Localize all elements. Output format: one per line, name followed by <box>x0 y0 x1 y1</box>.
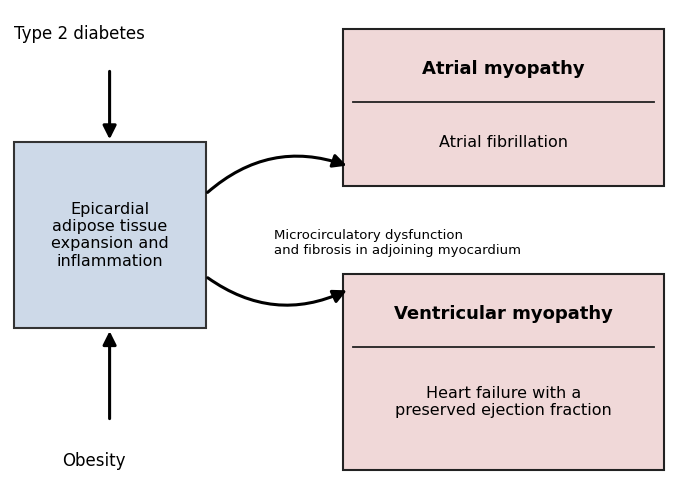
FancyBboxPatch shape <box>342 29 664 186</box>
FancyBboxPatch shape <box>342 274 664 470</box>
Text: Epicardial
adipose tissue
expansion and
inflammation: Epicardial adipose tissue expansion and … <box>51 201 169 269</box>
Text: Heart failure with a
preserved ejection fraction: Heart failure with a preserved ejection … <box>395 386 612 418</box>
Text: Microcirculatory dysfunction
and fibrosis in adjoining myocardium: Microcirculatory dysfunction and fibrosi… <box>274 228 521 257</box>
Text: Type 2 diabetes: Type 2 diabetes <box>14 25 145 43</box>
Text: Obesity: Obesity <box>62 452 125 469</box>
Text: Atrial myopathy: Atrial myopathy <box>422 60 585 77</box>
Text: Atrial fibrillation: Atrial fibrillation <box>439 135 568 150</box>
Text: Ventricular myopathy: Ventricular myopathy <box>394 305 613 322</box>
FancyBboxPatch shape <box>14 142 205 328</box>
